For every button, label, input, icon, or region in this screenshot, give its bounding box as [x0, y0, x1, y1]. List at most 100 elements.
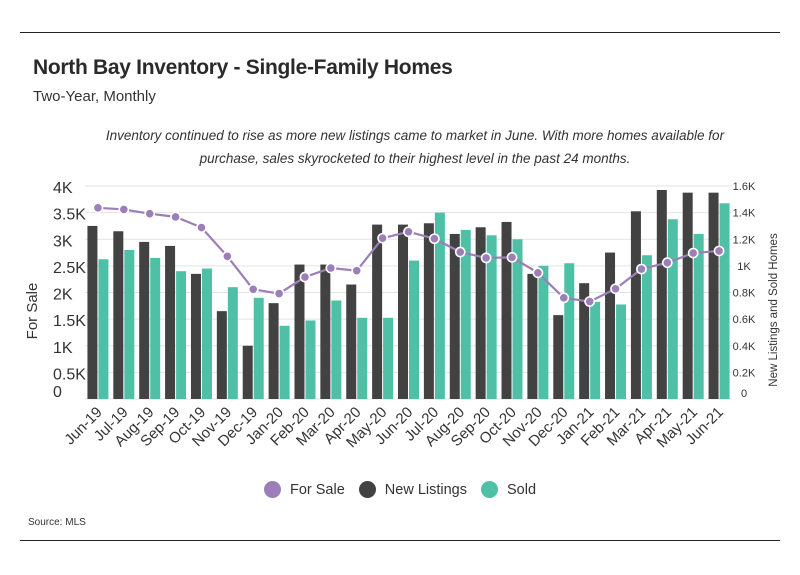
- bar-sold: [564, 263, 575, 399]
- right-tick-label: 1.6K: [733, 181, 756, 193]
- bar-sold: [201, 268, 212, 399]
- point-for-sale: [196, 222, 207, 233]
- left-tick-label: 0: [53, 384, 62, 401]
- bar-new-listings: [605, 252, 616, 399]
- bar-sold: [124, 249, 135, 399]
- point-for-sale: [584, 296, 596, 307]
- right-tick-label: 0.6K: [733, 314, 756, 326]
- bar-sold: [227, 287, 238, 399]
- point-for-sale: [299, 271, 311, 283]
- bar-sold: [150, 257, 161, 399]
- legend-swatch-sold: [480, 481, 498, 498]
- point-for-sale: [118, 204, 130, 215]
- legend-sold[interactable]: Sold: [480, 481, 537, 498]
- bar-sold: [98, 259, 109, 399]
- point-for-sale: [454, 246, 466, 258]
- legend-swatch-for-sale: [263, 481, 281, 498]
- right-tick-label: 0.8K: [733, 288, 756, 300]
- bar-new-listings: [165, 245, 176, 399]
- bar-new-listings: [501, 221, 512, 399]
- point-for-sale: [610, 283, 621, 295]
- bar-sold: [331, 300, 342, 399]
- bar-sold: [719, 203, 730, 399]
- left-tick-label: 2.5K: [53, 260, 86, 277]
- source-note: Source: MLS: [28, 517, 86, 528]
- chart-legend: For Sale New Listings Sold: [0, 481, 800, 498]
- point-for-sale: [428, 233, 440, 245]
- point-for-sale: [273, 288, 285, 299]
- bar-new-listings: [682, 192, 693, 399]
- bar-new-listings: [656, 189, 667, 399]
- bar-sold: [693, 233, 704, 399]
- legend-label-new-listings: New Listings: [384, 481, 467, 498]
- bar-new-listings: [449, 233, 460, 399]
- bar-sold: [460, 229, 471, 399]
- point-for-sale: [558, 292, 570, 304]
- point-for-sale: [247, 283, 259, 295]
- bar-new-listings: [216, 311, 227, 399]
- left-tick-label: 4K: [53, 180, 73, 197]
- bar-new-listings: [398, 224, 408, 399]
- chart-title: North Bay Inventory - Single-Family Home…: [33, 56, 453, 79]
- bar-new-listings: [113, 231, 124, 399]
- point-for-sale: [351, 265, 363, 277]
- point-for-sale: [403, 226, 414, 238]
- bar-new-listings: [139, 241, 150, 399]
- point-for-sale: [713, 245, 725, 257]
- legend-label-sold: Sold: [506, 481, 537, 498]
- right-axis-title: New Listings and Sold Homes: [768, 233, 780, 387]
- bar-sold: [434, 212, 445, 399]
- bar-new-listings: [87, 225, 98, 399]
- point-for-sale: [325, 262, 337, 274]
- bar-sold: [176, 271, 187, 399]
- point-for-sale: [92, 202, 104, 214]
- bar-new-listings: [423, 223, 434, 399]
- bottom-rule: [20, 540, 780, 541]
- bar-new-listings: [708, 192, 719, 399]
- bar-new-listings: [579, 283, 590, 399]
- legend-new-listings[interactable]: New Listings: [358, 481, 467, 498]
- bar-new-listings: [190, 273, 201, 399]
- left-tick-label: 1K: [53, 340, 73, 357]
- bar-sold: [409, 260, 419, 399]
- point-for-sale: [661, 257, 673, 269]
- bar-new-listings: [294, 264, 305, 399]
- bar-sold: [590, 301, 601, 399]
- left-tick-label: 2K: [53, 287, 73, 304]
- right-tick-label: 0.4K: [733, 341, 756, 353]
- legend-label-for-sale: For Sale: [289, 481, 345, 498]
- left-tick-label: 0.5K: [53, 366, 86, 383]
- legend-for-sale[interactable]: For Sale: [263, 481, 345, 498]
- bar-new-listings: [242, 345, 253, 399]
- bar-sold: [279, 325, 290, 399]
- bar-new-listings: [268, 303, 279, 399]
- point-for-sale: [377, 232, 389, 244]
- bar-sold: [357, 317, 368, 399]
- point-for-sale: [221, 250, 233, 262]
- left-tick-label: 3.5K: [53, 207, 86, 224]
- bar-sold: [667, 219, 678, 399]
- top-rule: [20, 32, 780, 33]
- bar-sold: [486, 235, 497, 399]
- bar-new-listings: [527, 273, 538, 399]
- point-for-sale: [636, 263, 647, 275]
- right-tick-label: 1K: [737, 261, 751, 273]
- bar-sold: [512, 239, 523, 399]
- point-for-sale: [506, 251, 518, 263]
- bar-sold: [616, 304, 627, 399]
- point-for-sale: [687, 247, 699, 259]
- bar-new-listings: [475, 227, 486, 399]
- bar-sold: [383, 317, 394, 399]
- chart-subtitle: Two-Year, Monthly: [33, 88, 156, 105]
- bar-new-listings: [320, 264, 331, 399]
- point-for-sale: [480, 252, 492, 264]
- bar-sold: [641, 255, 652, 399]
- bar-sold: [538, 265, 549, 399]
- bar-sold: [253, 297, 264, 399]
- bar-sold: [305, 320, 316, 399]
- left-axis-title: For Sale: [24, 283, 41, 340]
- point-for-sale: [170, 211, 181, 223]
- bar-new-listings: [372, 224, 383, 399]
- right-tick-label: 1.2K: [733, 234, 756, 246]
